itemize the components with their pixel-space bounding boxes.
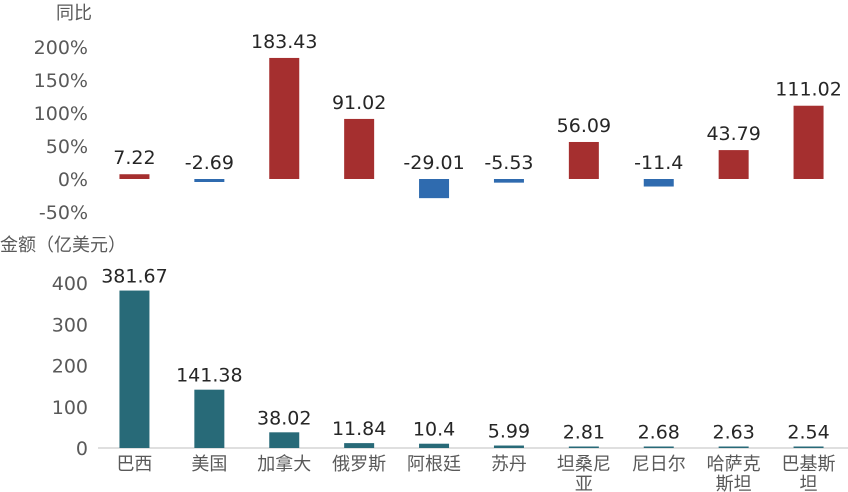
amount-tick-label: 200 bbox=[52, 356, 88, 378]
category-label: 美国 bbox=[191, 454, 227, 475]
yoy-data-label: -11.4 bbox=[634, 152, 683, 174]
amount-bar bbox=[194, 389, 225, 448]
yoy-tick-label: -50% bbox=[39, 202, 88, 224]
amount-bar bbox=[568, 446, 599, 448]
yoy-bar bbox=[493, 179, 524, 183]
yoy-bar bbox=[793, 105, 824, 179]
yoy-data-label: 111.02 bbox=[775, 79, 841, 101]
yoy-data-label: -29.01 bbox=[403, 152, 464, 174]
category-label: 哈萨克 bbox=[707, 454, 761, 475]
amount-data-label: 5.99 bbox=[488, 421, 530, 443]
amount-tick-label: 0 bbox=[76, 438, 88, 460]
yoy-data-label: 56.09 bbox=[557, 115, 611, 137]
yoy-data-label: 7.22 bbox=[113, 147, 155, 169]
yoy-bar bbox=[718, 150, 749, 179]
amount-bar bbox=[419, 443, 450, 448]
yoy-data-label: 43.79 bbox=[706, 123, 760, 145]
amount-data-label: 10.4 bbox=[413, 419, 455, 441]
yoy-data-label: -5.53 bbox=[484, 152, 533, 174]
yoy-axis-title: 同比 bbox=[56, 3, 92, 24]
amount-data-label: 11.84 bbox=[332, 418, 386, 440]
amount-data-label: 38.02 bbox=[257, 407, 311, 429]
amount-axis-title: 金额（亿美元） bbox=[0, 235, 126, 256]
yoy-tick-label: 200% bbox=[34, 37, 88, 59]
category-label: 俄罗斯 bbox=[332, 454, 386, 475]
category-label: 斯坦 bbox=[716, 474, 752, 492]
amount-bar bbox=[493, 445, 524, 448]
yoy-tick-label: 100% bbox=[34, 103, 88, 125]
yoy-bar bbox=[568, 141, 599, 179]
category-label: 尼日尔 bbox=[632, 454, 686, 475]
amount-chart: 金额（亿美元） 400 300 200 100 0 381.67 141.38 38.02 11… bbox=[0, 235, 848, 492]
category-label: 亚 bbox=[575, 474, 593, 492]
amount-data-label: 2.54 bbox=[787, 422, 829, 444]
yoy-bar bbox=[269, 57, 300, 179]
category-label: 苏丹 bbox=[491, 454, 527, 475]
amount-data-label: 2.63 bbox=[712, 422, 754, 444]
yoy-bar bbox=[194, 179, 225, 182]
category-label: 巴基斯 bbox=[782, 454, 836, 475]
yoy-bar bbox=[119, 174, 150, 179]
yoy-bar bbox=[643, 179, 674, 187]
yoy-bar bbox=[419, 179, 450, 199]
yoy-tick-label: 0% bbox=[58, 169, 88, 191]
amount-data-label: 2.81 bbox=[563, 422, 605, 444]
category-label: 坦 bbox=[800, 474, 818, 492]
amount-bar bbox=[269, 432, 300, 448]
yoy-tick-label: 150% bbox=[34, 70, 88, 92]
amount-bar bbox=[643, 446, 674, 448]
yoy-data-label: -2.69 bbox=[185, 152, 234, 174]
category-label: 坦桑尼 bbox=[557, 454, 611, 475]
yoy-chart: 同比 200% 150% 100% 50% 0% -50% 7.22 -2.69 183.43 9… bbox=[34, 3, 842, 224]
yoy-data-label: 183.43 bbox=[251, 31, 317, 53]
amount-data-label: 381.67 bbox=[101, 266, 167, 288]
amount-data-label: 2.68 bbox=[638, 422, 680, 444]
category-label: 阿根廷 bbox=[407, 454, 461, 475]
category-label: 加拿大 bbox=[257, 453, 311, 475]
amount-bar bbox=[344, 443, 375, 448]
amount-bar bbox=[119, 290, 150, 448]
amount-tick-label: 300 bbox=[52, 314, 88, 336]
amount-data-label: 141.38 bbox=[176, 365, 242, 387]
amount-tick-label: 400 bbox=[52, 273, 88, 295]
amount-tick-label: 100 bbox=[52, 397, 88, 419]
yoy-tick-label: 50% bbox=[46, 136, 88, 158]
category-label: 巴西 bbox=[116, 454, 152, 475]
amount-bar bbox=[718, 446, 749, 448]
amount-bar bbox=[793, 446, 824, 448]
yoy-data-label: 91.02 bbox=[332, 92, 386, 114]
yoy-bar bbox=[344, 118, 375, 179]
